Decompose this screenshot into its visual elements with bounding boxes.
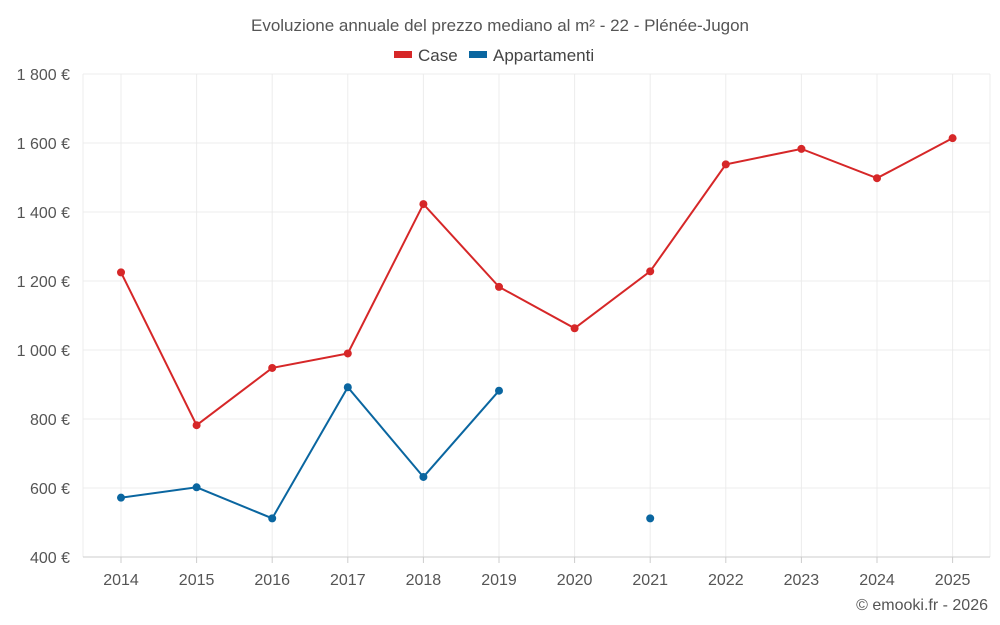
- x-tick-label: 2020: [557, 572, 593, 589]
- x-tick-label: 2023: [784, 572, 820, 589]
- grid: [82, 73, 991, 557]
- data-point[interactable]: [646, 267, 655, 276]
- y-axis: 400 € 600 € 800 € 1 000 € 1 200 € 1 400 € 1 60…: [17, 67, 70, 567]
- data-point[interactable]: [797, 144, 806, 153]
- x-axis: 2014 2015 2016 2017 2018 2019 2020 2021 2022 2023…: [83, 556, 990, 589]
- y-tick-label: 600 €: [30, 481, 70, 498]
- data-point[interactable]: [343, 349, 352, 358]
- series-appartamenti: [117, 383, 655, 523]
- series-line: [120, 137, 954, 427]
- data-point[interactable]: [721, 160, 730, 169]
- legend: Case Appartamenti: [394, 46, 594, 65]
- x-tick-label: 2022: [708, 572, 744, 589]
- legend-label[interactable]: Appartamenti: [493, 46, 594, 65]
- y-tick-label: 400 €: [30, 550, 70, 567]
- y-tick-label: 1 600 €: [17, 136, 70, 153]
- data-point[interactable]: [419, 200, 428, 209]
- data-point[interactable]: [192, 421, 201, 430]
- data-point[interactable]: [343, 383, 352, 392]
- x-tick-label: 2024: [859, 572, 895, 589]
- data-point[interactable]: [117, 493, 125, 502]
- data-point[interactable]: [948, 134, 957, 143]
- data-point[interactable]: [495, 282, 503, 291]
- x-tick-label: 2021: [632, 572, 668, 589]
- y-tick-label: 1 400 €: [17, 205, 70, 222]
- data-point[interactable]: [117, 268, 125, 277]
- x-tick-label: 2018: [406, 572, 442, 589]
- data-point[interactable]: [646, 514, 655, 523]
- y-tick-label: 1 000 €: [17, 343, 70, 360]
- data-point[interactable]: [268, 514, 277, 523]
- data-point[interactable]: [419, 472, 428, 481]
- legend-swatch: [469, 51, 487, 58]
- y-tick-label: 800 €: [30, 412, 70, 429]
- x-tick-label: 2019: [481, 572, 517, 589]
- data-point[interactable]: [873, 174, 881, 183]
- series-line: [120, 385, 500, 520]
- y-tick-label: 1 200 €: [17, 274, 70, 291]
- credit-text: © emooki.fr - 2026: [856, 597, 988, 614]
- legend-label[interactable]: Case: [418, 46, 458, 65]
- x-tick-label: 2016: [254, 572, 290, 589]
- series-layer: [117, 134, 957, 523]
- series-case: [117, 134, 957, 430]
- legend-swatch: [394, 51, 412, 58]
- data-point[interactable]: [570, 324, 579, 333]
- y-tick-label: 1 800 €: [17, 67, 70, 84]
- chart-title: Evoluzione annuale del prezzo mediano al…: [251, 16, 749, 35]
- data-point[interactable]: [268, 363, 277, 372]
- data-point[interactable]: [192, 483, 201, 492]
- x-tick-label: 2014: [103, 572, 139, 589]
- x-tick-label: 2025: [935, 572, 971, 589]
- data-point[interactable]: [495, 386, 503, 395]
- x-tick-label: 2015: [179, 572, 215, 589]
- x-tick-label: 2017: [330, 572, 366, 589]
